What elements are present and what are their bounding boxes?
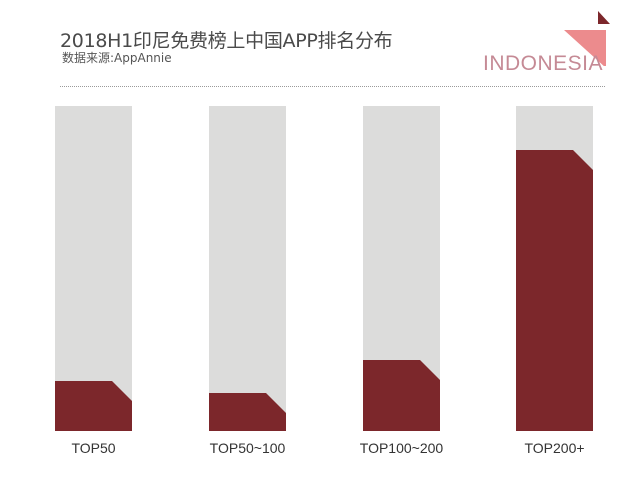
category-label: TOP50~100: [209, 440, 286, 456]
brand-triangle-icon: [564, 11, 610, 66]
chart-title: 2018H1印尼免费榜上中国APP排名分布: [60, 30, 393, 52]
category-label: TOP100~200: [359, 440, 444, 456]
header-divider: [60, 86, 605, 87]
bar-3: [363, 106, 440, 431]
chart-subtitle: 数据来源:AppAnnie: [62, 51, 172, 65]
bar-1: [55, 106, 132, 431]
category-label: TOP200+: [524, 440, 585, 456]
bar-4: [516, 106, 593, 431]
bar-2: [209, 106, 286, 431]
category-label: TOP50: [71, 440, 116, 456]
brand-label: INDONESIA: [483, 52, 604, 75]
